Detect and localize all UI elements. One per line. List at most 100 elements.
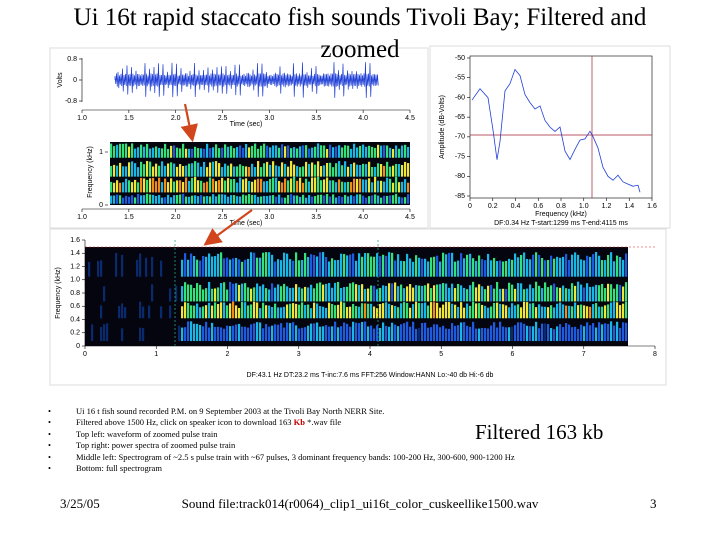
x-tick-label: 2.5 bbox=[218, 214, 228, 221]
spectrogram-cell bbox=[293, 164, 296, 177]
spectrogram-cell bbox=[305, 161, 308, 177]
spectrogram-cell bbox=[376, 289, 379, 302]
spectrogram-cell bbox=[215, 196, 218, 204]
y-tick-label: 1.4 bbox=[70, 250, 80, 257]
spectrogram-cell bbox=[281, 197, 284, 204]
spectrogram-cell bbox=[478, 255, 481, 277]
spectrogram-cell bbox=[217, 287, 220, 302]
spectrogram-cell bbox=[299, 196, 302, 204]
spectrogram-cell bbox=[304, 286, 307, 302]
spectrogram-cell bbox=[197, 162, 200, 177]
spectrogram-cell bbox=[316, 303, 319, 319]
spectrogram-cell bbox=[565, 253, 568, 277]
spectrogram-cell bbox=[275, 145, 278, 158]
spectrogram-cell bbox=[508, 327, 511, 342]
x-tick-label: 2.0 bbox=[171, 115, 181, 122]
spectrogram-cell bbox=[284, 146, 287, 158]
spectrogram-cell bbox=[232, 283, 235, 302]
spectrogram-cell bbox=[362, 144, 365, 158]
spectrogram-cell bbox=[346, 286, 349, 302]
spectrogram-cell bbox=[145, 257, 148, 277]
spectrogram-cell bbox=[499, 288, 502, 302]
spectrogram-cell bbox=[586, 255, 589, 277]
spectrogram-cell bbox=[529, 303, 532, 319]
spectrogram-cell bbox=[314, 177, 317, 193]
spectrogram-cell bbox=[451, 323, 454, 342]
spectrogram-cell bbox=[499, 321, 502, 342]
spectrogram-cell bbox=[250, 324, 253, 342]
spectrogram-cell bbox=[329, 196, 332, 204]
spectrogram-cell bbox=[619, 284, 622, 302]
spectrogram-cell bbox=[191, 177, 194, 193]
spectrogram-cell bbox=[436, 302, 439, 319]
spectrogram-cell bbox=[371, 182, 374, 193]
spectrogram-cell bbox=[526, 325, 529, 342]
y-tick-label: 0 bbox=[76, 343, 80, 350]
footer-date: 3/25/05 bbox=[60, 496, 100, 511]
spectrogram-cell bbox=[131, 161, 134, 177]
x-tick-label: 3.5 bbox=[311, 115, 321, 122]
spectrogram-cell bbox=[193, 255, 196, 277]
spectrogram-cell bbox=[256, 257, 259, 277]
spectrogram-cell bbox=[137, 193, 140, 204]
spectrogram-cell bbox=[472, 321, 475, 342]
spectrogram-cell bbox=[326, 193, 329, 204]
spectrogram-cell bbox=[391, 252, 394, 277]
spectrogram-cell bbox=[532, 326, 535, 342]
spectrogram-cell bbox=[325, 256, 328, 277]
spectrogram-cell bbox=[320, 180, 323, 193]
bullet-highlight[interactable]: Kb bbox=[293, 417, 305, 428]
spectrogram-cell bbox=[289, 259, 292, 277]
spectrogram-cell bbox=[307, 304, 310, 319]
spectrogram-cell bbox=[295, 303, 298, 319]
spectrogram-cell bbox=[505, 260, 508, 277]
spectrogram-cell bbox=[238, 259, 241, 277]
spectrogram-cell bbox=[559, 302, 562, 319]
spectrogram-cell bbox=[619, 305, 622, 319]
spectrogram-cell bbox=[140, 144, 143, 158]
spectrogram-cell bbox=[601, 260, 604, 277]
spectrogram-cell bbox=[577, 328, 580, 342]
spectrogram-cell bbox=[263, 143, 266, 158]
spectrogram-cell bbox=[463, 258, 466, 277]
spectrogram-cell bbox=[304, 304, 307, 319]
spectrogram-cell bbox=[193, 305, 196, 319]
x-axis-label: Time (sec) bbox=[230, 121, 263, 128]
spectrogram-cell bbox=[292, 322, 295, 342]
spectrogram-cell bbox=[308, 148, 311, 158]
spectrogram-cell bbox=[496, 281, 499, 302]
spectrogram-cell bbox=[454, 261, 457, 277]
spectrogram-cell bbox=[556, 287, 559, 302]
spectrogram-cell bbox=[311, 196, 314, 204]
bullet: Top left: waveform of zoomed pulse train bbox=[48, 429, 568, 441]
bullet-text: Filtered above 1500 Hz, click on speaker… bbox=[76, 417, 294, 428]
spectrogram-cell bbox=[544, 260, 547, 277]
spectrogram-cell bbox=[358, 306, 361, 319]
spectrogram-cell bbox=[568, 259, 571, 277]
spectrogram-cell bbox=[191, 148, 194, 158]
spectrogram-cell bbox=[280, 286, 283, 302]
spectrogram-cell bbox=[221, 147, 224, 158]
spectrogram-cell bbox=[487, 307, 490, 319]
spectrogram-cell bbox=[334, 321, 337, 342]
spectrogram-cell bbox=[265, 288, 268, 302]
spectrogram-cell bbox=[377, 144, 380, 158]
spectrogram-cell bbox=[139, 253, 142, 277]
spectrogram-cell bbox=[205, 288, 208, 302]
spectrogram-cell bbox=[568, 305, 571, 319]
spectrogram-cell bbox=[340, 326, 343, 342]
spectrogram-cell bbox=[343, 253, 346, 277]
spectrogram-cell bbox=[319, 252, 322, 277]
spectrogram-cell bbox=[296, 180, 299, 193]
spectrogram-cell bbox=[125, 195, 128, 204]
spectrogram-cell bbox=[323, 165, 326, 177]
spectrogram-cell bbox=[392, 195, 395, 204]
spectrogram-cell bbox=[331, 326, 334, 342]
spectrogram-cell bbox=[347, 145, 350, 158]
spectrogram-cell bbox=[176, 180, 179, 193]
spectrogram-cell bbox=[415, 328, 418, 342]
spectrogram-cell bbox=[622, 322, 625, 342]
spectrogram-cell bbox=[202, 255, 205, 277]
spectrogram-cell bbox=[385, 285, 388, 302]
spectrogram-cell bbox=[427, 261, 430, 277]
